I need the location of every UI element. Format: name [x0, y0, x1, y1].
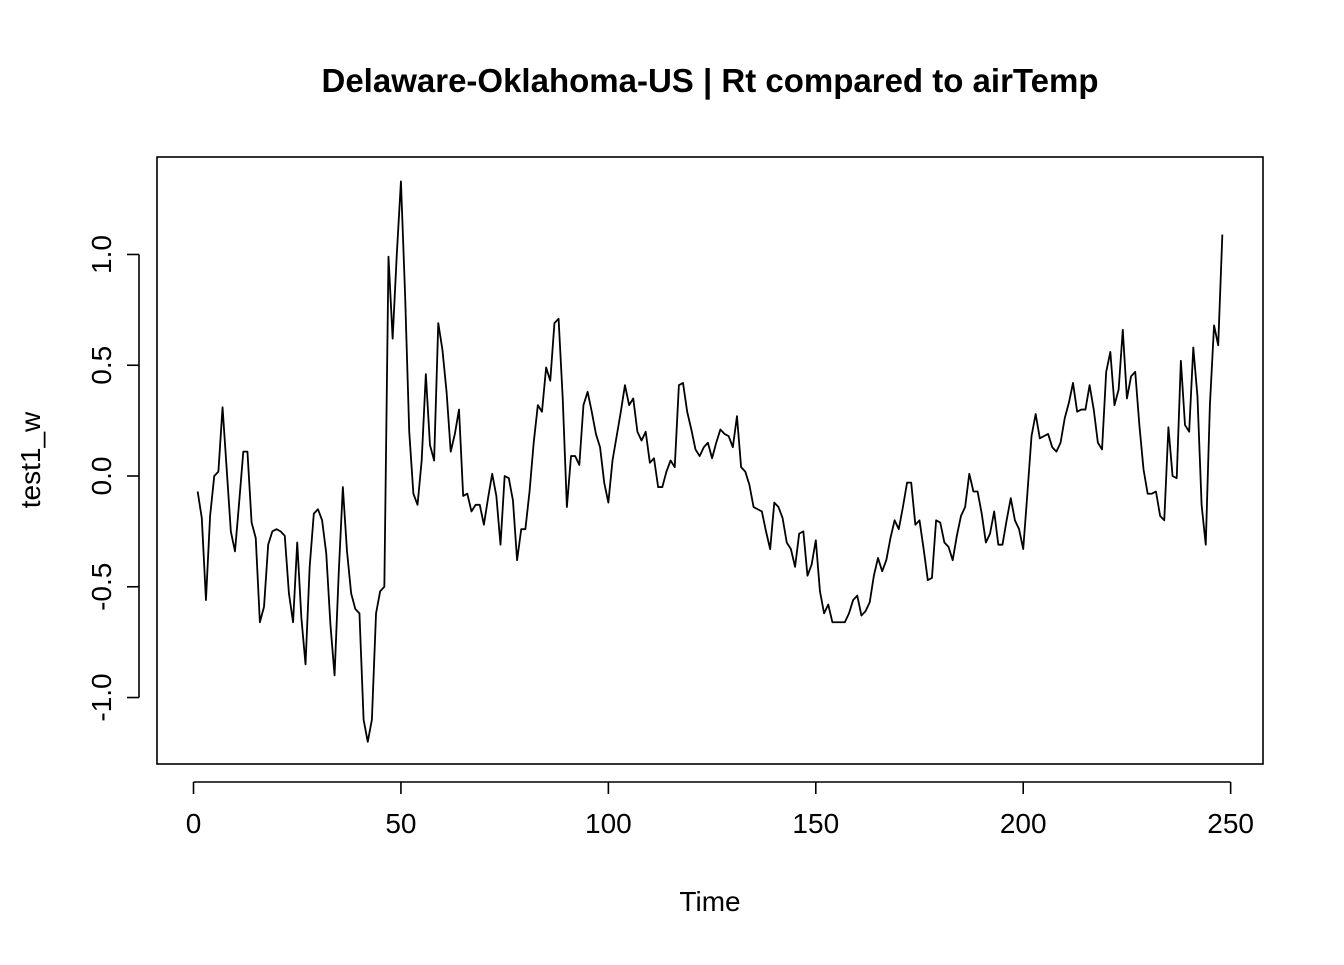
series-group — [196, 180, 1224, 743]
x-tick-label: 0 — [186, 808, 202, 839]
x-tick-label: 100 — [585, 808, 632, 839]
x-tick-label: 50 — [385, 808, 416, 839]
x-tick-label: 250 — [1207, 808, 1254, 839]
x-axis-label: Time — [679, 886, 740, 917]
series-line — [196, 180, 1224, 743]
x-axis: 0 50 100 150 200 250 — [186, 781, 1254, 839]
y-tick-label: -0.5 — [86, 563, 117, 611]
y-tick-label: 0.5 — [86, 346, 117, 385]
y-axis-label: test1_w — [15, 411, 46, 508]
x-tick-label: 150 — [792, 808, 839, 839]
chart-title: Delaware-Oklahoma-US | Rt compared to ai… — [322, 62, 1099, 99]
y-tick-label: -1.0 — [86, 673, 117, 721]
plot-frame — [156, 156, 1264, 765]
y-tick-label: 0.0 — [86, 457, 117, 496]
y-axis: -1.0 -0.5 0.0 0.5 1.0 — [86, 235, 140, 722]
y-tick-label: 1.0 — [86, 235, 117, 274]
x-tick-label: 200 — [1000, 808, 1047, 839]
